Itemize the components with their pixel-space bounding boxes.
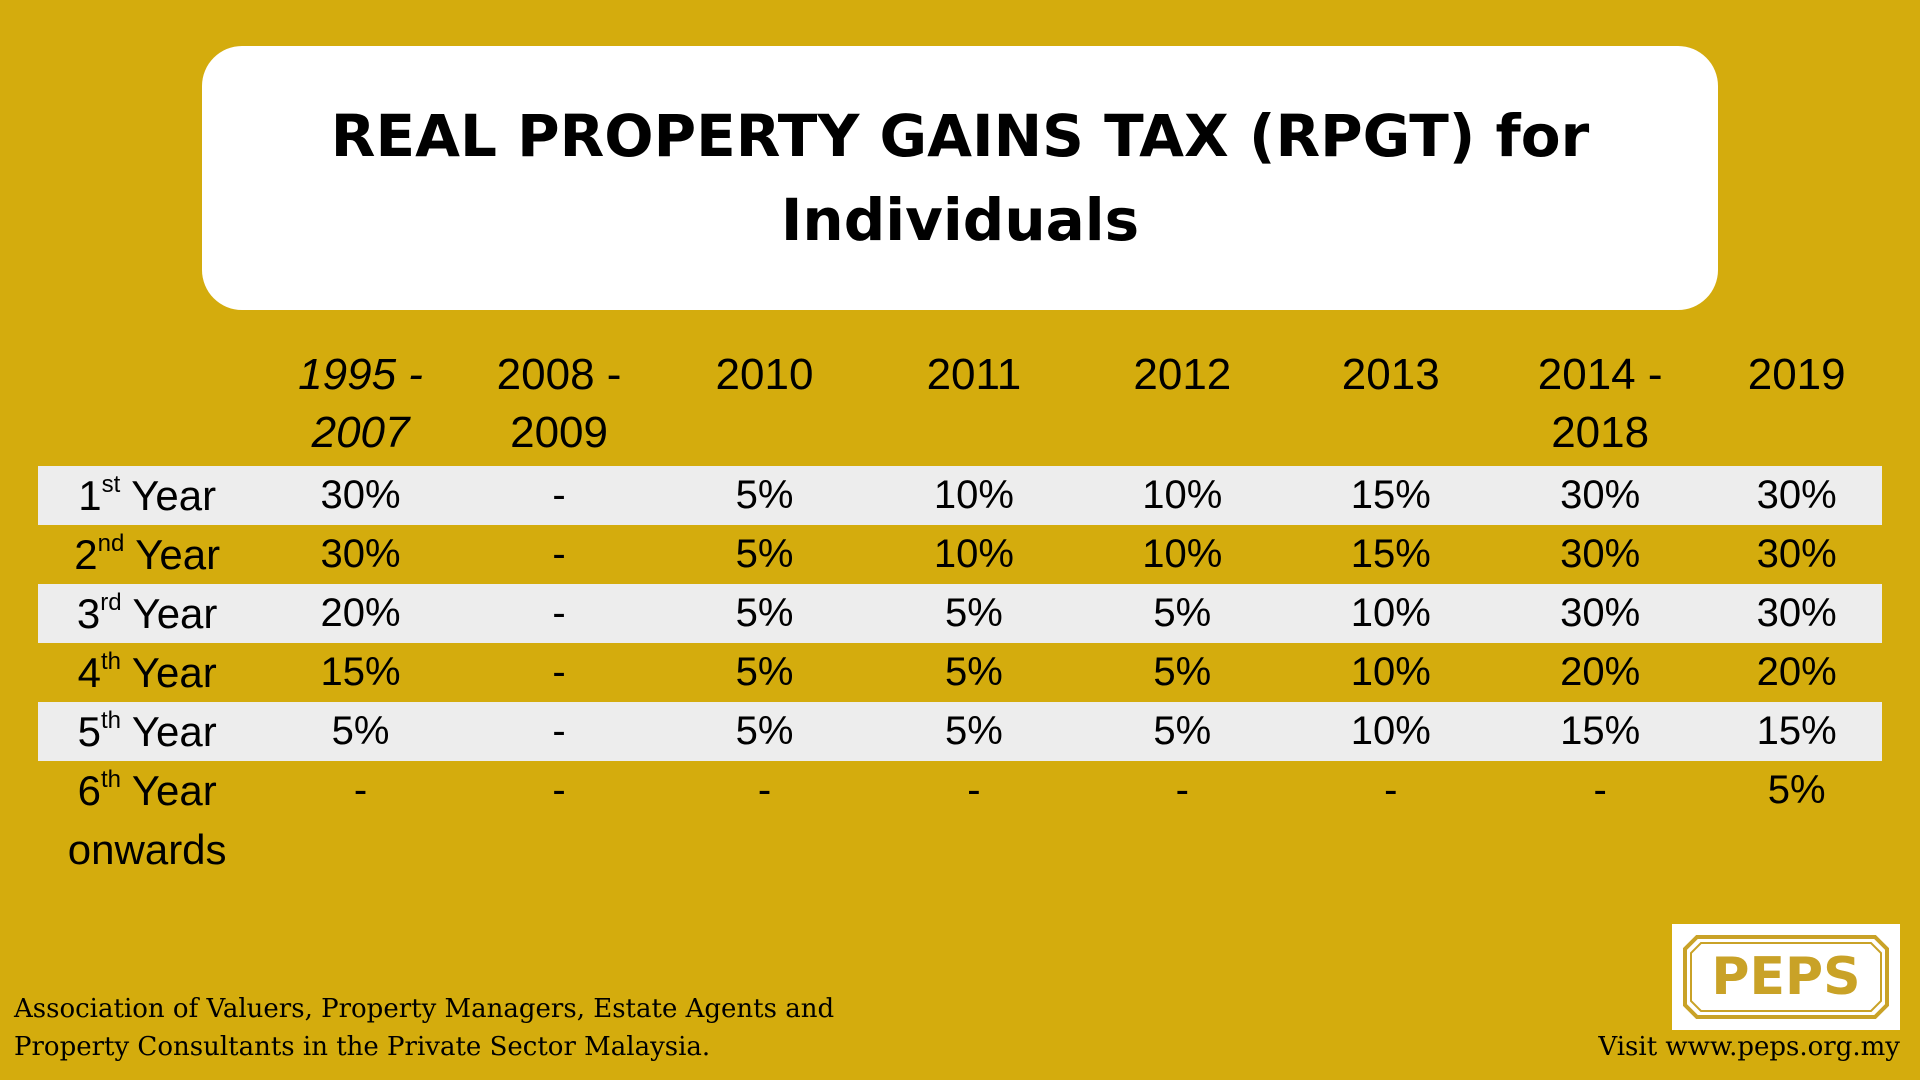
table-cell: - (1384, 768, 1398, 812)
table-cell: 30% (1756, 473, 1837, 517)
column-header: 2014 -2018 (1537, 350, 1663, 457)
logo-text: PEPS (1711, 947, 1861, 1007)
table-cell: 5% (944, 709, 1003, 753)
table-cell: 10% (1350, 591, 1431, 635)
table-cell: 20% (1560, 650, 1641, 694)
table-cell: 30% (320, 532, 401, 576)
row-label: 4th Year (77, 648, 217, 696)
table-cell: 5% (1153, 650, 1212, 694)
association-name: Association of Valuers, Property Manager… (14, 990, 834, 1066)
table-cell: - (1175, 768, 1189, 812)
column-header: 2010 (715, 350, 814, 399)
logo-badge-icon (1683, 935, 1889, 1019)
table-cell: 5% (1153, 709, 1212, 753)
table-cell: 5% (331, 709, 390, 753)
title-card: REAL PROPERTY GAINS TAX (RPGT) for Indiv… (202, 46, 1718, 310)
column-header: 2012 (1133, 350, 1232, 399)
table-row: 6th Year onwards - - - - - - - 5% (38, 761, 1882, 879)
rpgt-table: 1995 -2007 2008 -2009 2010 2011 2012 201… (38, 346, 1882, 879)
column-header: 2011 (926, 350, 1022, 399)
table-cell: - (552, 709, 566, 753)
table-cell: 30% (1756, 532, 1837, 576)
table-cell: - (552, 650, 566, 694)
table-header-row: 1995 -2007 2008 -2009 2010 2011 2012 201… (38, 346, 1882, 466)
table-cell: 15% (320, 650, 401, 694)
table-row: 5th Year 5% - 5% 5% 5% 10% 15% 15% (38, 702, 1882, 761)
table-cell: 30% (320, 473, 401, 517)
table-cell: 10% (1350, 650, 1431, 694)
table-cell: 30% (1560, 473, 1641, 517)
table-cell: - (552, 768, 566, 812)
table-cell: 15% (1756, 709, 1837, 753)
table-cell: 10% (1142, 473, 1223, 517)
peps-logo: PEPS (1672, 924, 1900, 1030)
column-header: 2008 -2009 (496, 350, 622, 457)
table-cell: 30% (1560, 591, 1641, 635)
table-cell: 30% (1560, 532, 1641, 576)
table-row: 4th Year 15% - 5% 5% 5% 10% 20% 20% (38, 643, 1882, 702)
table-cell: 5% (735, 650, 794, 694)
table-cell: - (757, 768, 772, 812)
table-cell: 5% (735, 591, 794, 635)
table-cell: - (967, 768, 981, 812)
table-cell: 10% (933, 473, 1014, 517)
header-corner (38, 346, 256, 466)
table-cell: 10% (933, 532, 1014, 576)
column-header: 2019 (1747, 350, 1846, 399)
table-cell: 5% (1767, 768, 1826, 812)
row-label: 5th Year (77, 707, 217, 755)
table-cell: 10% (1142, 532, 1223, 576)
table-cell: 15% (1350, 473, 1431, 517)
table-cell: 5% (735, 532, 794, 576)
table-cell: - (1593, 768, 1607, 812)
table-cell: 5% (735, 473, 794, 517)
table-cell: 20% (320, 591, 401, 635)
table-row: 1st Year 30% - 5% 10% 10% 15% 30% 30% (38, 466, 1882, 525)
table-cell: 5% (944, 650, 1003, 694)
table-cell: 30% (1756, 591, 1837, 635)
table-cell: 15% (1350, 532, 1431, 576)
table-cell: 20% (1756, 650, 1837, 694)
row-label: 1st Year (78, 471, 217, 519)
page-title: REAL PROPERTY GAINS TAX (RPGT) for Indiv… (330, 102, 1590, 254)
table-cell: - (353, 768, 368, 812)
row-label: 6th Year onwards (67, 766, 227, 873)
column-header: 1995 -2007 (298, 350, 423, 457)
table-cell: - (552, 591, 566, 635)
table-cell: 10% (1350, 709, 1431, 753)
table-cell: - (552, 532, 566, 576)
table-cell: 5% (1153, 591, 1212, 635)
association-line-1: Association of Valuers, Property Manager… (14, 994, 835, 1024)
table-cell: 15% (1560, 709, 1641, 753)
column-header: 2013 (1341, 350, 1440, 399)
row-label: 2nd Year (74, 530, 221, 578)
row-label: 3rd Year (76, 589, 218, 637)
association-line-2: Property Consultants in the Private Sect… (14, 1032, 711, 1062)
table-cell: 5% (735, 709, 794, 753)
website-link[interactable]: Visit www.peps.org.my (1598, 1032, 1900, 1062)
table-cell: 5% (944, 591, 1003, 635)
table-cell: - (552, 473, 566, 517)
table-row: 3rd Year 20% - 5% 5% 5% 10% 30% 30% (38, 584, 1882, 643)
table-row: 2nd Year 30% - 5% 10% 10% 15% 30% 30% (38, 525, 1882, 584)
